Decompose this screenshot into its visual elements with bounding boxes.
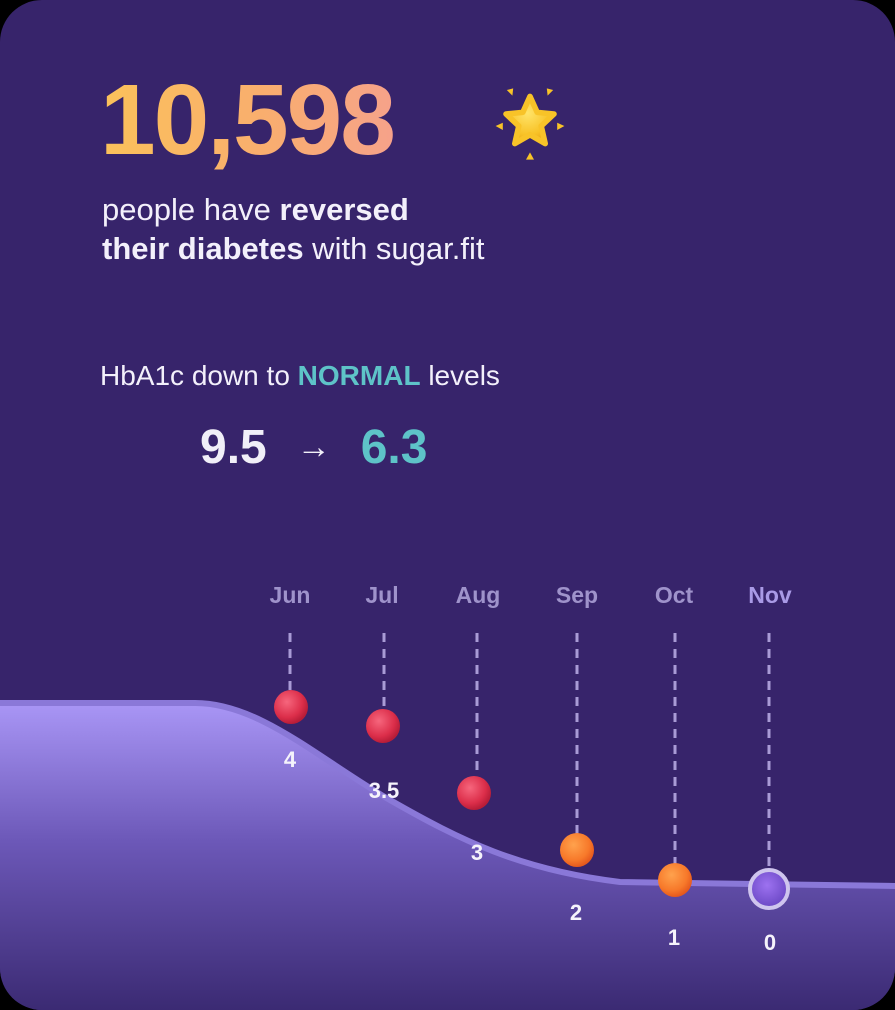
hba1c-label-suffix: levels	[420, 360, 500, 391]
subtitle-bold-reversed: reversed	[279, 192, 409, 227]
value-label-jun: 4	[283, 747, 297, 772]
hba1c-from-value: 9.5	[200, 421, 267, 474]
month-jun: Jun	[269, 582, 311, 608]
value-label-nov: 0	[763, 930, 777, 955]
star-icon	[495, 88, 565, 160]
subtitle-brand-text: with sugar.fit	[303, 231, 485, 266]
hba1c-values: 9.5 → 6.3	[200, 420, 427, 475]
data-point-oct	[658, 863, 692, 897]
value-label-aug: 3	[470, 840, 484, 865]
arrow-right-icon: →	[296, 428, 331, 466]
month-aug: Aug	[455, 582, 501, 608]
value-label-sep: 2	[569, 900, 583, 925]
month-jul: Jul	[365, 582, 399, 608]
month-sep: Sep	[555, 582, 599, 608]
month-nov: Nov	[748, 582, 792, 608]
hba1c-label-text: HbA1c down to	[100, 360, 298, 391]
data-point-nov	[748, 868, 790, 910]
progress-chart: Jun Jul Aug Sep Oct Nov 4 3.5 3 2 1 0	[0, 560, 895, 1010]
reversed-count: 10,598	[100, 64, 396, 176]
value-label-oct: 1	[667, 925, 681, 950]
data-point-aug	[457, 776, 491, 810]
area-curve	[0, 633, 895, 1010]
month-oct: Oct	[654, 582, 694, 608]
data-point-jun	[274, 690, 308, 724]
subtitle: people have reversed their diabetes with…	[102, 190, 484, 268]
hba1c-to-value: 6.3	[360, 421, 428, 474]
normal-highlight: NORMAL	[297, 360, 421, 391]
hba1c-label: HbA1c down to NORMAL levels	[100, 360, 500, 392]
data-point-sep	[560, 833, 594, 867]
value-label-jul: 3.5	[368, 778, 400, 803]
subtitle-bold-diabetes: their diabetes	[102, 231, 304, 266]
data-point-jul	[366, 709, 400, 743]
subtitle-text: people have	[102, 192, 280, 227]
